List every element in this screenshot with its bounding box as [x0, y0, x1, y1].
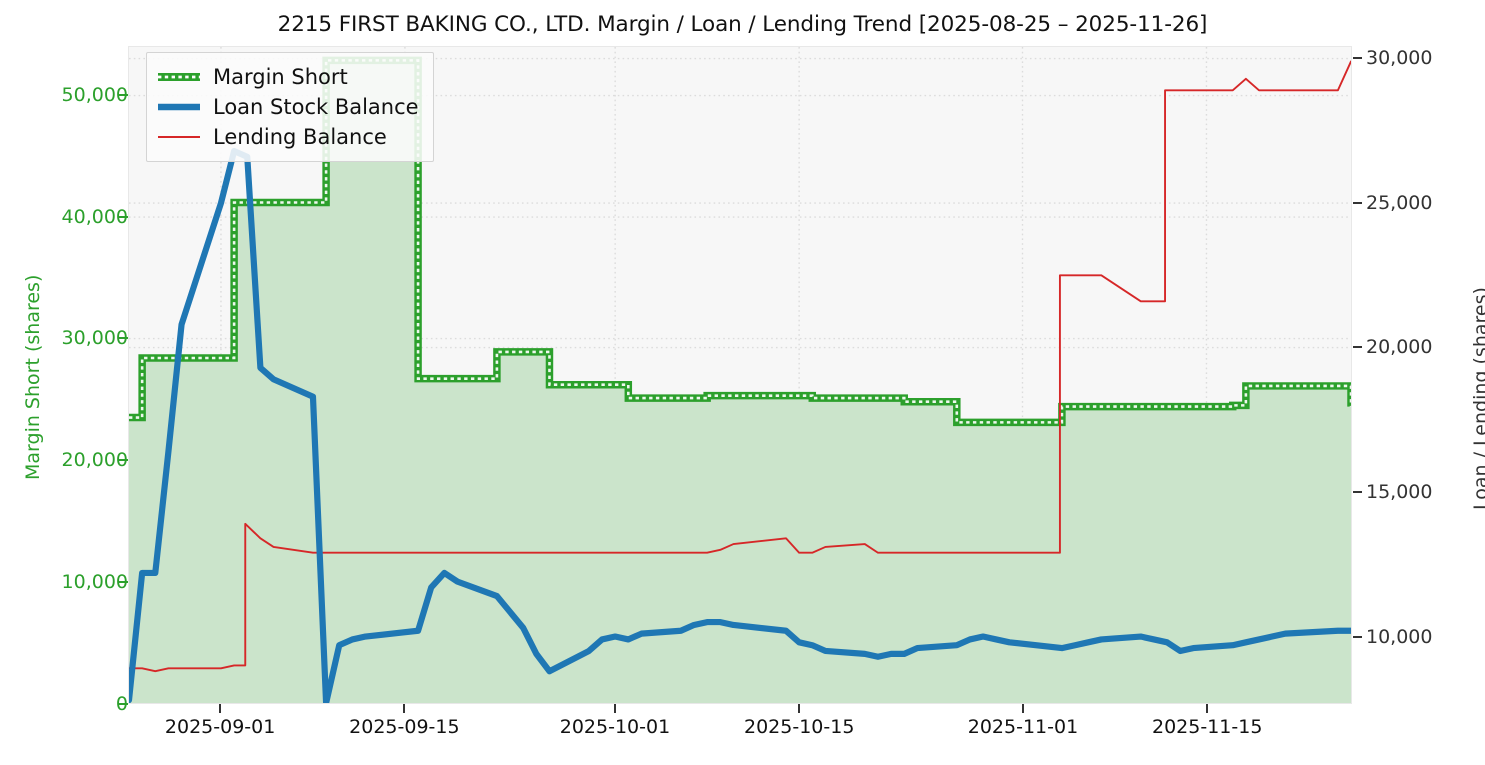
x-tickmark [1021, 704, 1024, 713]
y-tick-label-left: 50,000 [61, 83, 128, 106]
plot-area [128, 46, 1352, 704]
x-tickmark [1206, 704, 1209, 713]
y-tickmark-right [1353, 346, 1362, 349]
y-tick-label-right: 30,000 [1366, 46, 1433, 69]
y-tick-label-left: 30,000 [61, 327, 128, 350]
y-axis-right-label: Loan / Lending (shares) [1470, 287, 1485, 510]
x-tick-label: 2025-09-15 [349, 716, 460, 738]
x-tick-label: 2025-11-15 [1152, 716, 1263, 738]
margin-short-dotted-overlay [129, 59, 1351, 424]
y-tick-label-right: 15,000 [1366, 481, 1433, 504]
legend-item-loan-stock-balance[interactable]: Loan Stock Balance [157, 92, 419, 122]
legend-label-margin-short: Margin Short [213, 64, 348, 89]
loan-stock-balance-line [129, 147, 1351, 703]
y-tickmark-left [119, 581, 128, 584]
y-tickmark-left [119, 93, 128, 96]
x-tickmark [219, 704, 222, 713]
dotted-green-line-swatch [157, 66, 201, 88]
y-tick-label-left: 10,000 [61, 571, 128, 594]
legend-item-margin-short[interactable]: Margin Short [157, 62, 419, 92]
legend-item-lending-balance[interactable]: Lending Balance [157, 122, 419, 152]
x-tick-label: 2025-09-01 [164, 716, 276, 738]
solid-blue-line-swatch [157, 96, 201, 118]
y-tick-label-left: 40,000 [61, 205, 128, 228]
chart-legend: Margin Short Loan Stock Balance Lending … [146, 52, 434, 162]
y-tickmark-right [1353, 201, 1362, 204]
x-tick-label: 2025-10-15 [744, 716, 855, 738]
chart-title: 2215 FIRST BAKING CO., LTD. Margin / Loa… [277, 12, 1208, 37]
plot-svg [129, 47, 1351, 703]
y-tick-label-right: 10,000 [1366, 626, 1433, 649]
y-tick-label-right: 25,000 [1366, 191, 1433, 214]
x-tick-label: 2025-11-01 [967, 716, 1079, 738]
x-tickmark [403, 704, 406, 713]
thin-red-line-swatch [157, 126, 201, 148]
x-tickmark [613, 704, 616, 713]
x-tick-label: 2025-10-01 [559, 716, 671, 738]
x-tickmark [798, 704, 801, 713]
margin-short-area [129, 60, 1351, 703]
y-tickmark-right [1353, 491, 1362, 494]
y-tickmark-left [119, 337, 128, 340]
y-tickmark-left [119, 459, 128, 462]
y-tickmark-left [119, 215, 128, 218]
y-tickmark-right [1353, 56, 1362, 59]
y-tick-label-right: 20,000 [1366, 336, 1433, 359]
y-tickmark-right [1353, 636, 1362, 639]
legend-label-loan-stock-balance: Loan Stock Balance [213, 94, 419, 119]
lending-balance-line [129, 60, 1351, 673]
y-tickmark-left [119, 703, 128, 705]
y-axis-left-label: Margin Short (shares) [22, 274, 44, 480]
y-tick-label-left: 20,000 [61, 449, 128, 472]
legend-label-lending-balance: Lending Balance [213, 124, 387, 149]
